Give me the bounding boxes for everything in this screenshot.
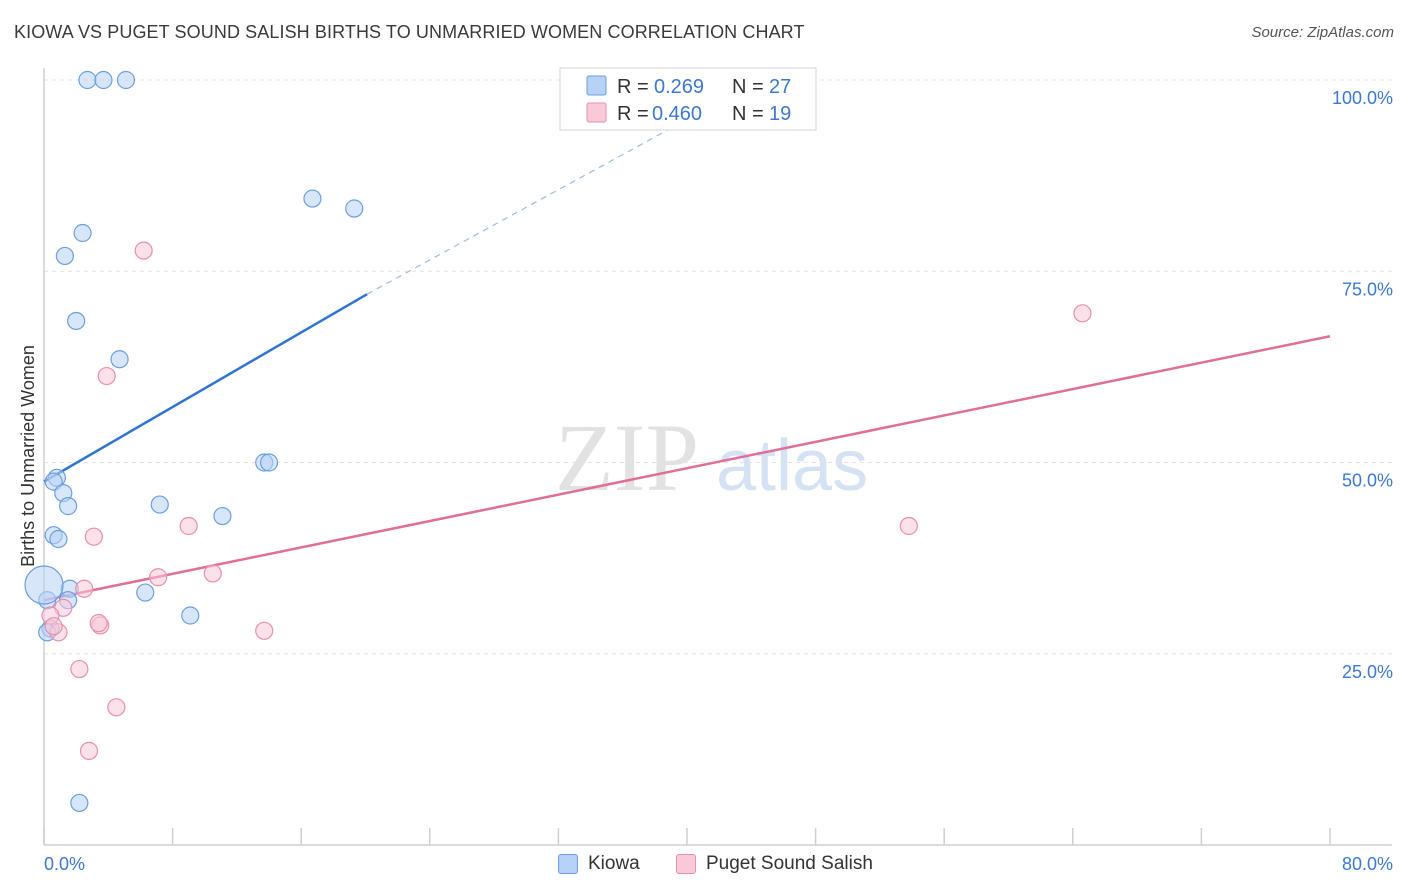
point-kiowa-23	[181, 606, 200, 625]
bottom-legend-label-kiowa: Kiowa	[588, 853, 640, 874]
legend-swatch-kiowa	[586, 75, 607, 96]
legend-swatch-puget	[586, 102, 607, 123]
point-kiowa-18	[49, 529, 68, 549]
x-tick-label-max: 80.0%	[1342, 854, 1393, 874]
trend-line-puget	[43, 335, 1331, 602]
point-puget-4	[179, 516, 198, 536]
point-kiowa-6	[55, 246, 74, 266]
point-puget-2	[1073, 304, 1092, 323]
point-puget-5	[84, 527, 103, 546]
point-puget-8	[75, 579, 94, 598]
legend-r-label-puget: R =	[617, 103, 649, 125]
point-kiowa-15	[150, 495, 169, 514]
point-puget-16	[107, 698, 126, 717]
y-tick-label-50: 50.0%	[1342, 471, 1393, 491]
trend-line-kiowa	[43, 293, 368, 483]
point-puget-14	[255, 621, 274, 640]
point-puget-0	[134, 241, 153, 260]
chart-title: KIOWA VS PUGET SOUND SALISH BIRTHS TO UN…	[14, 22, 805, 42]
bottom-legend-kiowa: Kiowa	[558, 851, 640, 877]
point-kiowa-16	[213, 506, 232, 526]
y-tick-labels: 25.0% 50.0% 75.0% 100.0%	[1332, 88, 1393, 682]
legend-r-value-puget: 0.460	[652, 103, 702, 125]
point-kiowa-4	[345, 199, 364, 218]
legend-n-value-kiowa: 27	[769, 76, 791, 98]
x-tick-label-min: 0.0%	[44, 854, 85, 874]
point-puget-18	[44, 617, 63, 636]
x-axis-ticks	[43, 828, 1331, 845]
y-tick-label-25: 25.0%	[1342, 662, 1393, 682]
point-kiowa-2	[116, 70, 136, 90]
point-puget-7	[203, 564, 222, 583]
bottom-legend-puget: Puget Sound Salish	[676, 851, 873, 877]
trend-lines	[43, 79, 1331, 602]
legend-n-value-puget: 19	[769, 103, 791, 125]
bottom-legend-swatch-puget	[676, 854, 696, 874]
point-kiowa-7	[67, 311, 86, 331]
point-kiowa-5	[73, 223, 92, 243]
watermark: ZIP atlas	[555, 404, 868, 511]
point-kiowa-10	[259, 453, 279, 472]
stats-legend: R = 0.269 N = 27 R = 0.460 N = 19	[559, 67, 817, 131]
point-puget-3	[899, 516, 918, 536]
point-kiowa-large	[24, 565, 64, 605]
bottom-legend-swatch-kiowa	[558, 854, 578, 874]
watermark-atlas: atlas	[716, 426, 868, 506]
point-kiowa-14	[59, 497, 78, 516]
point-puget-15	[70, 659, 89, 679]
point-kiowa-8	[110, 350, 129, 369]
point-kiowa-26	[70, 793, 89, 813]
point-puget-1	[97, 366, 116, 386]
legend-r-value-kiowa: 0.269	[654, 76, 704, 98]
y-tick-label-100: 100.0%	[1332, 88, 1393, 108]
point-kiowa-3	[303, 189, 322, 208]
trend-line-kiowa-extension	[366, 79, 760, 295]
point-kiowa-0	[78, 70, 97, 90]
legend-n-label-puget: N =	[732, 103, 764, 125]
point-puget-6	[149, 568, 168, 587]
legend-n-label-kiowa: N =	[732, 76, 764, 98]
watermark-zip: ZIP	[555, 404, 699, 511]
point-kiowa-20	[136, 583, 155, 602]
legend-r-label-kiowa: R =	[617, 76, 649, 98]
source-label: Source: ZipAtlas.com	[1251, 24, 1394, 41]
point-kiowa-1	[94, 70, 113, 90]
bottom-legend-label-puget: Puget Sound Salish	[706, 853, 873, 874]
gridlines	[44, 79, 1392, 655]
y-axis-label: Births to Unmarried Women	[18, 345, 38, 567]
data-points	[24, 70, 1092, 813]
point-puget-17	[79, 741, 99, 761]
point-puget-12	[89, 614, 108, 633]
y-tick-label-75: 75.0%	[1342, 279, 1393, 299]
